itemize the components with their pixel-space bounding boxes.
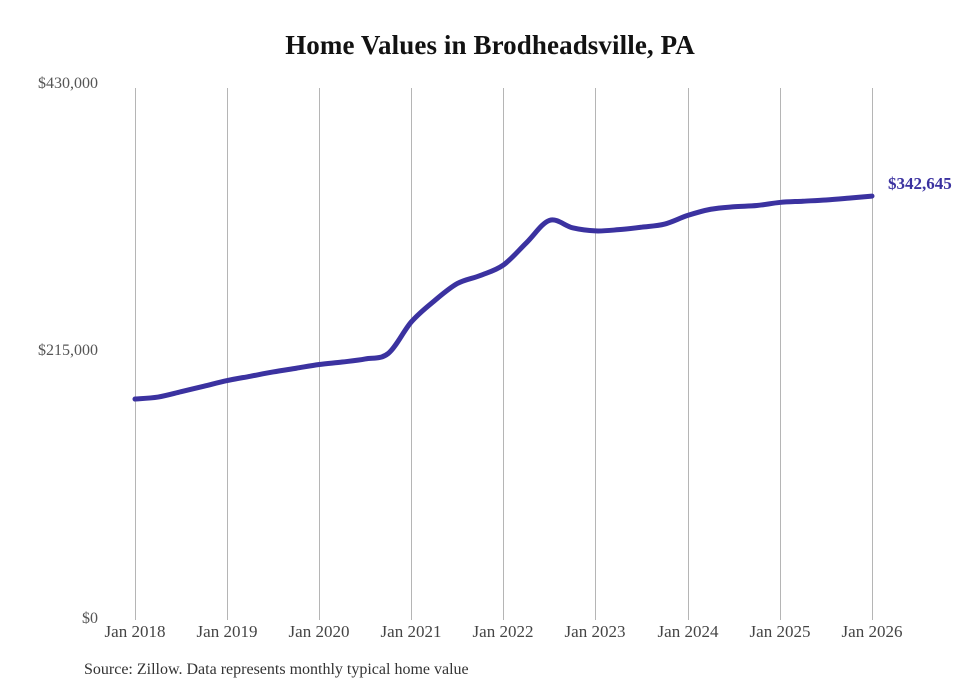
x-tick-label: Jan 2022 (472, 622, 534, 641)
x-tick-label: Jan 2019 (196, 622, 258, 641)
chart-title: Home Values in Brodheadsville, PA (285, 30, 695, 60)
end-value-label: $342,645 (888, 174, 952, 193)
y-tick-label: $0 (82, 610, 98, 627)
x-tick-label: Jan 2026 (841, 622, 903, 641)
x-tick-label: Jan 2025 (749, 622, 811, 641)
y-tick-label: $430,000 (38, 75, 98, 92)
home-value-line (132, 193, 875, 402)
x-tick-label: Jan 2020 (288, 622, 350, 641)
source-note: Source: Zillow. Data represents monthly … (84, 661, 469, 678)
x-tick-label: Jan 2023 (564, 622, 626, 641)
x-tick-label: Jan 2024 (657, 622, 719, 641)
y-tick-label: $215,000 (38, 342, 98, 359)
gridlines (135, 88, 873, 620)
x-tick-label: Jan 2021 (380, 622, 442, 641)
x-tick-label: Jan 2018 (104, 622, 166, 641)
